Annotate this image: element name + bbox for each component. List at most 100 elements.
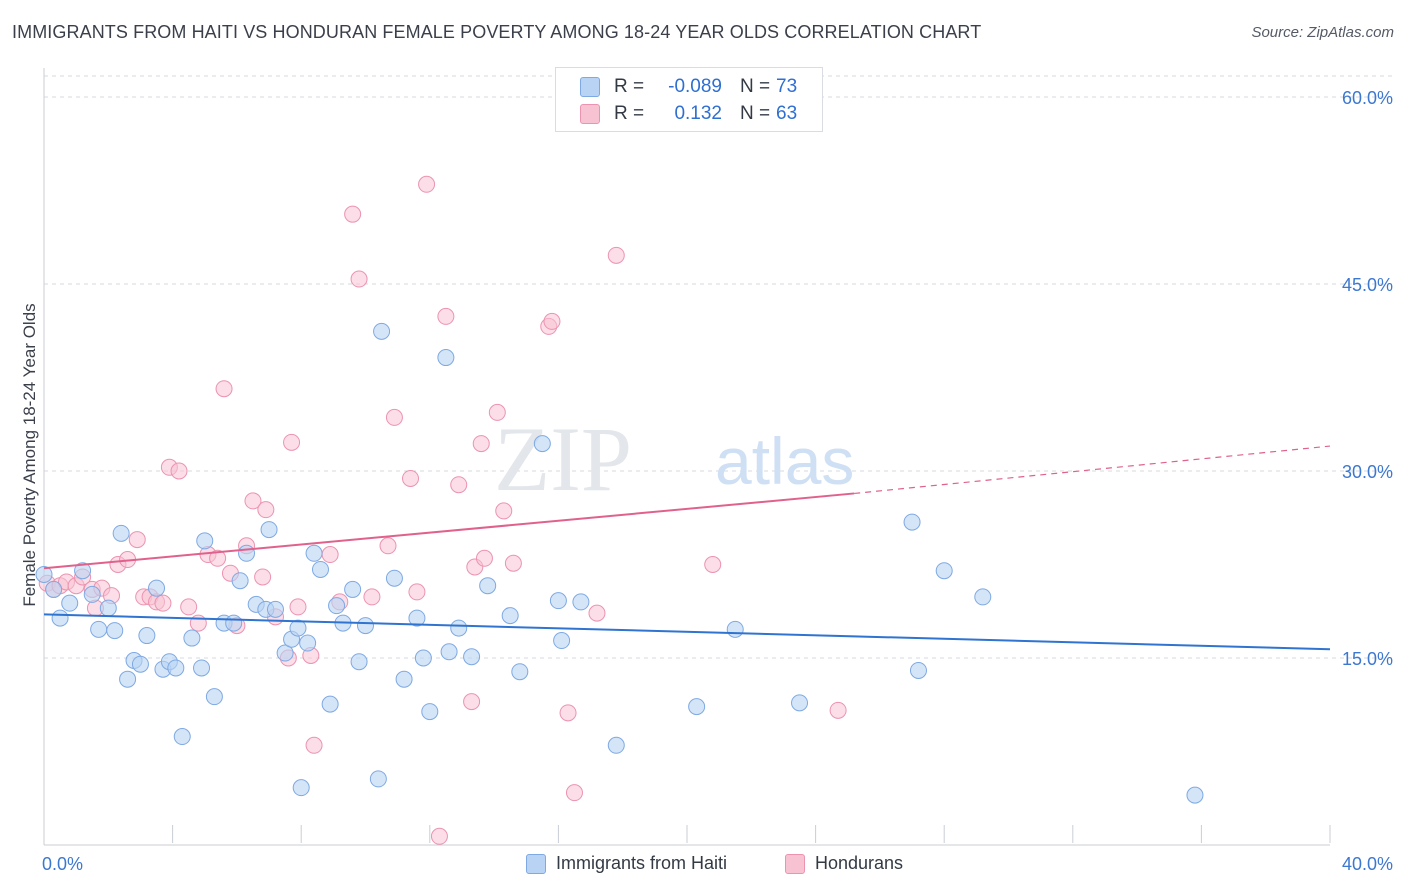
hondurans-points — [38, 175, 847, 845]
haiti-point — [414, 649, 432, 667]
haiti-point — [437, 349, 455, 367]
haiti-point — [83, 585, 101, 603]
haiti-point — [231, 572, 249, 590]
haiti-point — [173, 728, 191, 746]
legend-item-hondurans[interactable]: Hondurans — [785, 853, 903, 874]
haiti-point — [260, 521, 278, 539]
haiti-point — [305, 544, 323, 562]
haiti-point — [553, 632, 571, 650]
haiti-point — [450, 619, 468, 637]
haiti-point — [533, 435, 551, 453]
hondurans-point — [170, 462, 188, 480]
hondurans-point — [607, 246, 625, 264]
hondurans-point — [704, 556, 722, 573]
hondurans-point — [180, 598, 198, 616]
hondurans-point — [495, 502, 513, 520]
n-value: 73 — [776, 76, 798, 97]
haiti-point — [292, 779, 310, 797]
hondurans-point — [829, 701, 847, 719]
x-tick-label: 40.0% — [1342, 854, 1393, 874]
haiti-point — [106, 622, 124, 640]
haiti-point — [903, 513, 921, 531]
haiti-point — [131, 655, 149, 673]
hondurans-point — [588, 604, 606, 622]
haiti-point — [350, 653, 368, 671]
haiti-point — [311, 560, 329, 578]
haiti-point — [112, 524, 130, 542]
hondurans-swatch — [580, 104, 600, 124]
haiti-point — [266, 600, 284, 618]
hondurans-point — [305, 736, 323, 754]
y-tick-label: 45.0% — [1342, 275, 1393, 295]
haiti-point — [607, 736, 625, 754]
haiti-point — [440, 643, 458, 661]
haiti-point — [148, 579, 166, 597]
haiti-point — [99, 599, 117, 617]
legend-item-haiti[interactable]: Immigrants from Haiti — [526, 853, 727, 874]
y-tick-label: 15.0% — [1342, 649, 1393, 669]
legend-label: Hondurans — [815, 853, 904, 873]
haiti-swatch — [580, 77, 600, 97]
correlation-legend: R = -0.089 N = 73 R = 0.132 N = 63 — [555, 67, 823, 132]
hondurans-point — [504, 554, 522, 572]
n-label: N = — [740, 76, 771, 97]
haiti-point — [205, 688, 223, 706]
legend-row-haiti: R = -0.089 N = 73 — [580, 74, 797, 100]
haiti-point — [183, 629, 201, 647]
haiti-point — [479, 577, 497, 595]
haiti-point — [299, 634, 317, 652]
watermark-atlas: atlas — [715, 424, 854, 498]
hondurans-point — [559, 704, 577, 722]
haiti-point — [909, 661, 927, 679]
hondurans-point — [244, 492, 262, 510]
hondurans-point — [472, 435, 490, 453]
haiti-point — [357, 617, 374, 635]
haiti-point — [501, 607, 519, 625]
haiti-point — [167, 659, 185, 677]
hondurans-point — [289, 598, 307, 616]
haiti-trend-line — [43, 613, 1331, 651]
hondurans-point — [344, 205, 362, 223]
r-value: -0.089 — [668, 76, 722, 97]
haiti-point — [369, 770, 387, 788]
haiti-point — [276, 644, 294, 662]
watermark: ZIP atlas — [494, 408, 854, 510]
haiti-point — [61, 594, 79, 612]
haiti-point — [421, 703, 439, 721]
haiti-point — [35, 565, 53, 583]
haiti-point — [344, 580, 362, 598]
hondurans-point — [154, 594, 172, 612]
haiti-point — [791, 694, 809, 712]
hondurans-point — [215, 380, 233, 398]
hondurans-point — [350, 270, 368, 288]
hondurans-point — [437, 307, 455, 325]
hondurans-point — [543, 312, 561, 330]
hondurans-point — [463, 693, 481, 711]
source-note: Source: ZipAtlas.com — [1251, 24, 1394, 41]
hondurans-point — [385, 408, 403, 426]
tick-labels: 15.0% 30.0% 45.0% 60.0% 0.0% 40.0% — [42, 88, 1393, 874]
haiti-point — [688, 698, 706, 716]
hondurans-point — [475, 549, 493, 567]
haiti-point — [138, 627, 156, 645]
legend-row-hondurans: R = 0.132 N = 63 — [580, 101, 797, 127]
haiti-point — [395, 670, 413, 688]
hondurans-point — [363, 588, 381, 606]
haiti-point — [289, 619, 307, 637]
haiti-point — [321, 695, 339, 713]
haiti-point — [328, 597, 346, 615]
haiti-point — [119, 670, 137, 688]
hondurans-point — [450, 476, 468, 494]
haiti-point — [45, 580, 63, 598]
hondurans-point — [488, 403, 506, 421]
axes — [43, 68, 1331, 846]
y-tick-label: 60.0% — [1342, 88, 1393, 108]
n-value: 63 — [776, 103, 798, 124]
trend-lines — [43, 445, 1331, 651]
haiti-point — [74, 562, 92, 580]
legend-label: Immigrants from Haiti — [556, 853, 728, 873]
r-label: R = — [614, 76, 645, 97]
haiti-point — [511, 663, 529, 681]
hondurans-trend-extension — [854, 445, 1331, 495]
